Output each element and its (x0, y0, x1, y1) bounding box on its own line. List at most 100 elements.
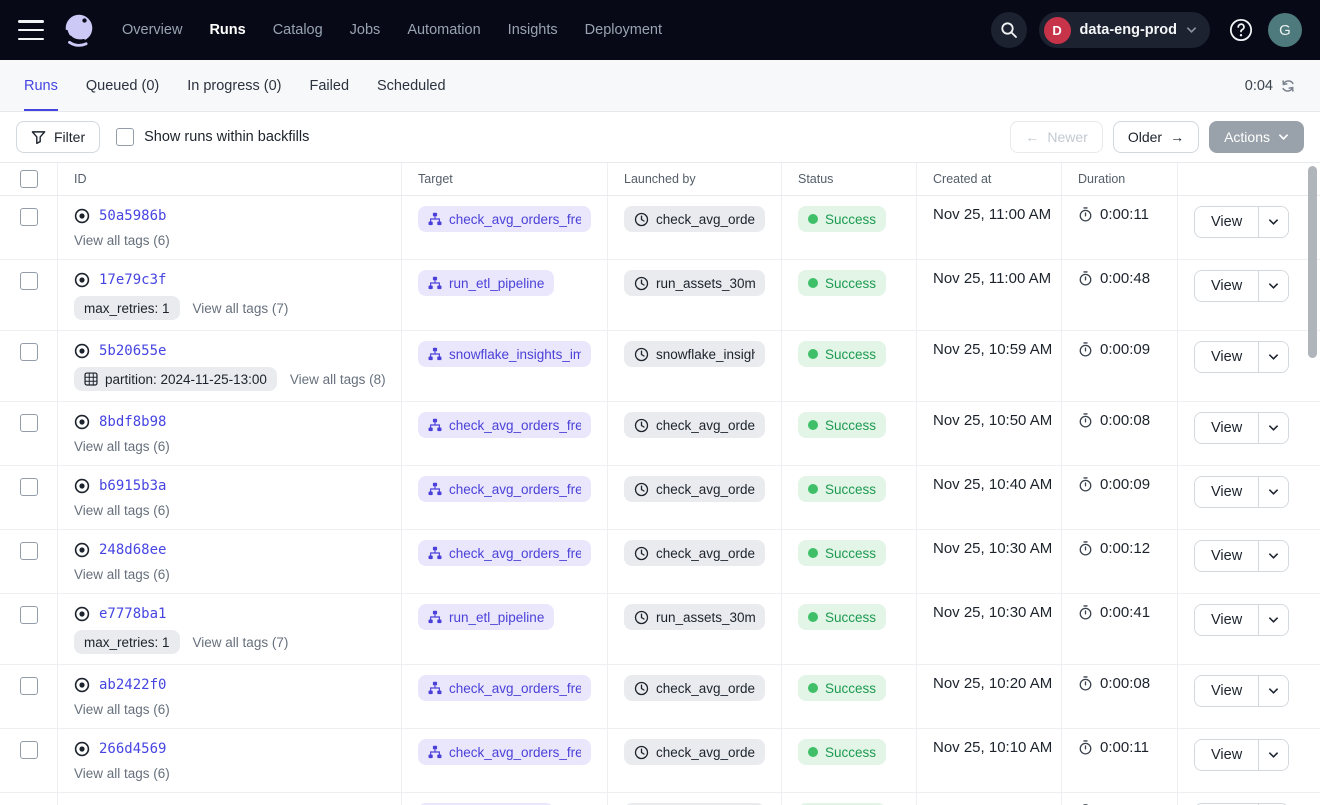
launched-by-chip[interactable]: check_avg_orders_f… (624, 540, 765, 566)
run-id-link[interactable]: ab2422f0 (99, 677, 166, 693)
view-dropdown-button[interactable] (1258, 207, 1288, 237)
view-all-tags-link[interactable]: View all tags (6) (74, 233, 170, 248)
row-checkbox[interactable] (20, 208, 38, 226)
view-all-tags-link[interactable]: View all tags (6) (74, 766, 170, 781)
row-checkbox[interactable] (20, 343, 38, 361)
nav-item-jobs[interactable]: Jobs (350, 22, 381, 38)
target-chip[interactable]: check_avg_orders_freshne (418, 412, 591, 438)
status-badge: Success (798, 270, 886, 296)
view-dropdown-button[interactable] (1258, 477, 1288, 507)
target-chip[interactable]: run_etl_pipeline (418, 270, 554, 296)
scrollbar-thumb[interactable] (1308, 166, 1317, 358)
view-dropdown-button[interactable] (1258, 413, 1288, 443)
nav-item-overview[interactable]: Overview (122, 22, 182, 38)
run-id-link[interactable]: 8bdf8b98 (99, 414, 166, 430)
schedule-clock-icon (634, 482, 649, 497)
launched-by-chip[interactable]: check_avg_orders_f… (624, 476, 765, 502)
tab-failed[interactable]: Failed (310, 60, 350, 111)
launched-by-chip[interactable]: run_assets_30min (624, 604, 765, 630)
partition-grid-icon (84, 372, 98, 386)
search-button[interactable] (991, 12, 1027, 48)
launched-by-chip[interactable]: run_assets_30min (624, 270, 765, 296)
run-id-link[interactable]: 50a5986b (99, 208, 166, 224)
help-button[interactable] (1226, 15, 1256, 45)
launched-by-chip[interactable]: check_avg_orders_f… (624, 739, 765, 765)
actions-button[interactable]: Actions (1209, 121, 1304, 153)
target-chip[interactable]: check_avg_orders_freshne (418, 476, 591, 502)
view-run-button[interactable]: View (1195, 740, 1258, 770)
dagster-logo-icon[interactable] (60, 11, 98, 49)
view-all-tags-link[interactable]: View all tags (7) (193, 301, 289, 316)
launched-by-chip[interactable]: check_avg_orders_f… (624, 675, 765, 701)
deployment-name: data-eng-prod (1080, 22, 1177, 38)
user-avatar[interactable]: G (1268, 13, 1302, 47)
backfills-checkbox[interactable] (116, 128, 134, 146)
row-checkbox[interactable] (20, 272, 38, 290)
filter-button[interactable]: Filter (16, 121, 100, 153)
run-id-link[interactable]: b6915b3a (99, 478, 166, 494)
deployment-switcher[interactable]: D data-eng-prod (1039, 12, 1210, 48)
tab-runs[interactable]: Runs (24, 60, 58, 111)
select-all-checkbox[interactable] (20, 170, 38, 188)
tab-scheduled[interactable]: Scheduled (377, 60, 446, 111)
run-id-link[interactable]: e7778ba1 (99, 606, 166, 622)
view-all-tags-link[interactable]: View all tags (8) (290, 372, 386, 387)
created-at: Nov 25, 10:50 AM (933, 412, 1052, 429)
run-id-link[interactable]: 17e79c3f (99, 272, 166, 288)
target-chip[interactable]: run_etl_pipeline (418, 604, 554, 630)
view-run-button[interactable]: View (1195, 477, 1258, 507)
view-all-tags-link[interactable]: View all tags (6) (74, 702, 170, 717)
target-chip[interactable]: check_avg_orders_freshne (418, 206, 591, 232)
schedule-clock-icon (634, 546, 649, 561)
view-all-tags-link[interactable]: View all tags (6) (74, 439, 170, 454)
view-dropdown-button[interactable] (1258, 271, 1288, 301)
run-id-link[interactable]: 266d4569 (99, 741, 166, 757)
tab-in-progress-0[interactable]: In progress (0) (187, 60, 281, 111)
nav-links: Overview Runs Catalog Jobs Automation Insight… (122, 22, 662, 38)
view-run-button[interactable]: View (1195, 676, 1258, 706)
nav-item-automation[interactable]: Automation (407, 22, 480, 38)
view-all-tags-link[interactable]: View all tags (7) (193, 635, 289, 650)
view-run-button[interactable]: View (1195, 271, 1258, 301)
column-header-launched-by: Launched by (608, 163, 782, 195)
newer-button[interactable]: ←Newer (1010, 121, 1102, 153)
nav-item-runs[interactable]: Runs (209, 22, 245, 38)
launched-by-chip[interactable]: check_avg_orders_f… (624, 412, 765, 438)
row-checkbox[interactable] (20, 542, 38, 560)
nav-item-catalog[interactable]: Catalog (273, 22, 323, 38)
view-run-button[interactable]: View (1195, 342, 1258, 372)
row-checkbox[interactable] (20, 414, 38, 432)
duration-value: 0:00:08 (1100, 675, 1150, 692)
view-run-button[interactable]: View (1195, 207, 1258, 237)
row-checkbox[interactable] (20, 677, 38, 695)
view-dropdown-button[interactable] (1258, 676, 1288, 706)
view-run-button[interactable]: View (1195, 541, 1258, 571)
row-checkbox[interactable] (20, 606, 38, 624)
hamburger-menu-icon[interactable] (18, 20, 44, 40)
view-run-button[interactable]: View (1195, 413, 1258, 443)
view-run-button[interactable]: View (1195, 605, 1258, 635)
topnav-right: D data-eng-prod G (991, 12, 1302, 48)
view-all-tags-link[interactable]: View all tags (6) (74, 567, 170, 582)
view-dropdown-button[interactable] (1258, 740, 1288, 770)
older-button[interactable]: Older→ (1113, 121, 1199, 153)
nav-item-deployment[interactable]: Deployment (585, 22, 662, 38)
view-dropdown-button[interactable] (1258, 605, 1288, 635)
row-checkbox[interactable] (20, 741, 38, 759)
target-chip[interactable]: check_avg_orders_freshne (418, 675, 591, 701)
nav-item-insights[interactable]: Insights (508, 22, 558, 38)
target-chip[interactable]: check_avg_orders_freshne (418, 739, 591, 765)
target-chip[interactable]: snowflake_insights_import (418, 341, 591, 367)
row-checkbox[interactable] (20, 478, 38, 496)
target-chip[interactable]: check_avg_orders_freshne (418, 540, 591, 566)
view-all-tags-link[interactable]: View all tags (6) (74, 503, 170, 518)
view-dropdown-button[interactable] (1258, 342, 1288, 372)
view-dropdown-button[interactable] (1258, 541, 1288, 571)
launched-by-chip[interactable]: check_avg_orders_f… (624, 206, 765, 232)
refresh-icon[interactable] (1280, 78, 1296, 94)
tab-queued-0[interactable]: Queued (0) (86, 60, 159, 111)
launched-by-chip[interactable]: snowflake_insights_… (624, 341, 765, 367)
created-at: Nov 25, 10:59 AM (933, 341, 1052, 358)
run-id-link[interactable]: 5b20655e (99, 343, 166, 359)
run-id-link[interactable]: 248d68ee (99, 542, 166, 558)
